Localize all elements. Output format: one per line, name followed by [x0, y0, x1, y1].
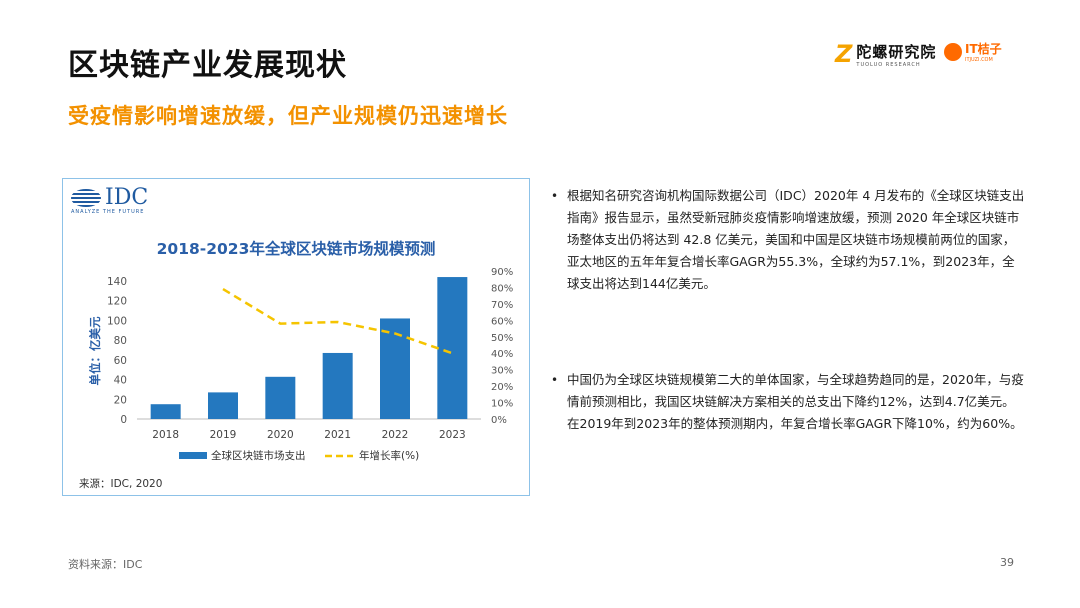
y-tick-label: 60: [114, 355, 127, 367]
idc-tagline: ANALYZE THE FUTURE: [71, 209, 145, 215]
tuoluo-mark-icon: Z: [835, 40, 853, 68]
y2-tick-label: 70%: [491, 300, 513, 311]
x-tick-label: 2021: [324, 429, 351, 441]
bullet-text: 中国仍为全球区块链规模第二大的单体国家，与全球趋势趋同的是，2020年，与疫情前…: [567, 372, 1024, 431]
x-tick-label: 2023: [439, 429, 466, 441]
footer-source: 资料来源：IDC: [68, 558, 143, 571]
y-tick-label: 80: [114, 335, 127, 347]
legend-label-bars: 全球区块链市场支出: [211, 449, 306, 462]
y2-tick-label: 80%: [491, 283, 513, 294]
bullet-item: • 中国仍为全球区块链规模第二大的单体国家，与全球趋势趋同的是，2020年，与疫…: [548, 369, 1026, 435]
chart-title: 2018-2023年全球区块链市场规模预测: [157, 239, 436, 258]
bar: [265, 376, 296, 419]
x-tick-label: 2020: [267, 429, 294, 441]
y-tick-label: 140: [107, 276, 127, 288]
bullet-item: • 根据知名研究咨询机构国际数据公司（IDC）2020年 4 月发布的《全球区块…: [548, 185, 1026, 295]
y-tick-label: 120: [107, 296, 127, 308]
x-tick-label: 2018: [152, 429, 179, 441]
tuoluo-logo: Z 陀螺研究院 TUOLUO RESEARCH: [835, 40, 936, 68]
y-tick-label: 100: [107, 315, 127, 327]
y2-tick-label: 90%: [491, 267, 513, 278]
y-axis-label: 单位：亿美元: [88, 316, 102, 385]
bullet-dot-icon: •: [551, 189, 559, 203]
globe-icon: [71, 188, 101, 207]
y2-tick-label: 60%: [491, 316, 513, 327]
legend-bar-swatch: [179, 452, 207, 459]
chart-panel: IDC ANALYZE THE FUTURE 2018-2023年全球区块链市场…: [62, 178, 530, 496]
growth-rate-line: [222, 288, 453, 355]
bullet-dot-icon: •: [551, 373, 559, 387]
page-subtitle: 受疫情影响增速放缓，但产业规模仍迅速增长: [68, 104, 508, 128]
itjuzi-name-en: ITJUZI.COM: [965, 57, 993, 63]
x-tick-label: 2019: [210, 429, 237, 441]
itjuzi-logo: IT桔子 ITJUZI.COM: [944, 40, 1002, 63]
itjuzi-orange-icon: [944, 42, 962, 61]
bullet-text: 根据知名研究咨询机构国际数据公司（IDC）2020年 4 月发布的《全球区块链支…: [567, 188, 1025, 291]
y-tick-label: 20: [114, 394, 127, 406]
x-tick-label: 2022: [382, 429, 409, 441]
y-tick-label: 0: [120, 414, 127, 426]
page-title: 区块链产业发展现状: [68, 48, 347, 83]
y2-tick-label: 20%: [491, 382, 513, 393]
y2-tick-label: 0%: [491, 415, 507, 426]
y2-tick-label: 40%: [491, 349, 513, 360]
y2-tick-label: 10%: [491, 399, 513, 410]
chart-source: 来源：IDC, 2020: [79, 477, 162, 490]
y2-tick-label: 30%: [491, 366, 513, 377]
tuoluo-name: 陀螺研究院: [856, 42, 937, 61]
legend-label-line: 年增长率(%): [359, 449, 419, 462]
tuoluo-name-en: TUOLUO RESEARCH: [856, 61, 921, 68]
bullet-list: • 根据知名研究咨询机构国际数据公司（IDC）2020年 4 月发布的《全球区块…: [548, 185, 1026, 509]
page-number: 39: [1000, 556, 1014, 569]
idc-logo: IDC: [71, 185, 148, 210]
market-size-chart: 2018-2023年全球区块链市场规模预测 0 20 40 60 80 100 120 140 0…: [79, 239, 513, 490]
bar: [150, 404, 181, 419]
itjuzi-name: IT桔子: [965, 42, 1002, 56]
y-tick-label: 40: [114, 375, 127, 387]
bar: [322, 352, 353, 419]
bar: [208, 392, 238, 419]
y2-tick-label: 50%: [491, 333, 513, 344]
idc-wordmark: IDC: [105, 185, 149, 210]
bar: [437, 277, 468, 419]
bar: [380, 318, 410, 419]
